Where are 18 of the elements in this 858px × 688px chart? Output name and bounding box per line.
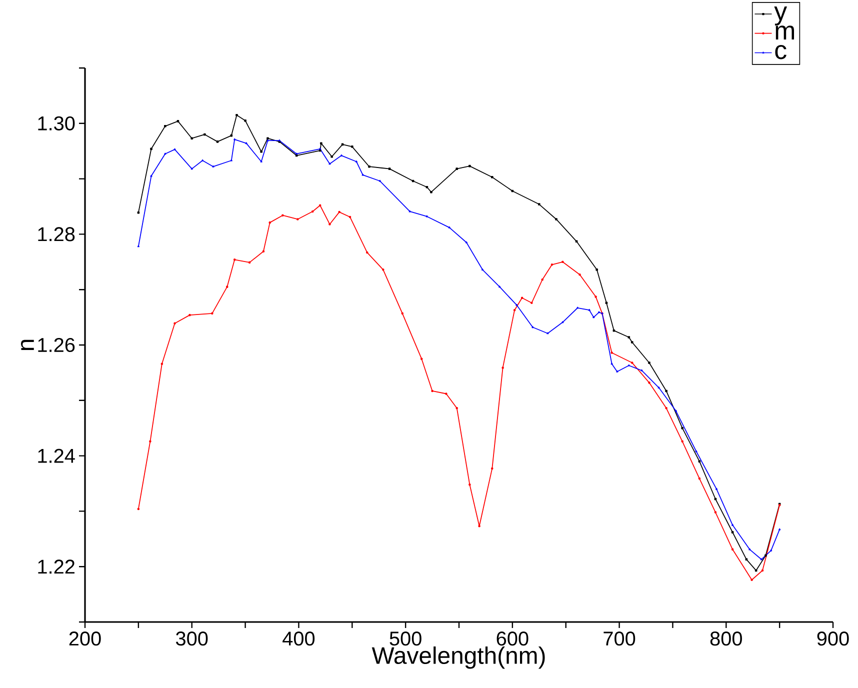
- x-tick-label: 400: [282, 632, 315, 646]
- legend-label: m: [776, 26, 794, 40]
- y-tick-label: 1.26: [38, 338, 75, 352]
- y-tick-label: 1.22: [38, 560, 74, 574]
- x-tick-label: 900: [817, 632, 849, 646]
- legend-label: c: [775, 45, 786, 60]
- x-tick-label: 300: [176, 632, 208, 646]
- y-tick-label: 1.24: [38, 448, 75, 463]
- y-tick-label: 1.30: [38, 116, 75, 130]
- x-tick-label: 500: [390, 632, 422, 646]
- y-axis-title: n: [21, 340, 34, 350]
- x-tick-label: 200: [69, 632, 101, 646]
- y-tick-label: 1.28: [38, 227, 75, 242]
- x-axis-title: Wavelength(nm): [372, 646, 545, 669]
- legend-label: y: [774, 6, 788, 26]
- x-tick-label: 600: [496, 632, 528, 646]
- x-tick-label: 700: [604, 632, 636, 646]
- x-tick-label: 800: [710, 632, 742, 646]
